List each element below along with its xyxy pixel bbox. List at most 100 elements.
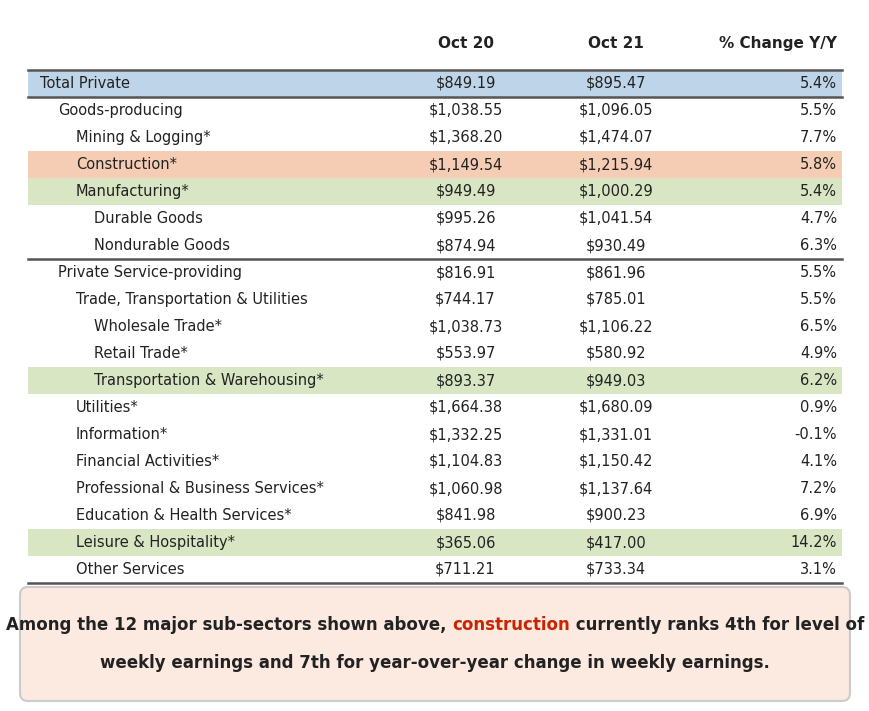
Text: $895.47: $895.47 (585, 76, 646, 91)
Text: $1,368.20: $1,368.20 (428, 130, 502, 145)
Bar (28, 556, 841, 583)
Bar (28, 448, 841, 475)
Text: Nondurable Goods: Nondurable Goods (94, 238, 229, 253)
Text: Wholesale Trade*: Wholesale Trade* (94, 319, 222, 334)
Bar (28, 367, 841, 394)
Text: 5.5%: 5.5% (799, 292, 836, 307)
Text: $417.00: $417.00 (585, 535, 646, 550)
Text: currently ranks 4th for level of: currently ranks 4th for level of (569, 616, 863, 634)
Text: $365.06: $365.06 (434, 535, 495, 550)
Bar (28, 259, 841, 286)
Bar (28, 475, 841, 502)
Text: 6.5%: 6.5% (799, 319, 836, 334)
Text: Transportation & Warehousing*: Transportation & Warehousing* (94, 373, 323, 388)
Text: 7.7%: 7.7% (799, 130, 836, 145)
Text: $1,137.64: $1,137.64 (579, 481, 653, 496)
Text: $1,041.54: $1,041.54 (578, 211, 653, 226)
Text: $1,150.42: $1,150.42 (578, 454, 653, 469)
Text: Retail Trade*: Retail Trade* (94, 346, 188, 361)
Text: 6.2%: 6.2% (799, 373, 836, 388)
Text: Oct 21: Oct 21 (587, 36, 643, 51)
Text: $1,060.98: $1,060.98 (428, 481, 502, 496)
Bar (28, 421, 841, 448)
Text: $849.19: $849.19 (434, 76, 495, 91)
Text: Education & Health Services*: Education & Health Services* (76, 508, 291, 523)
Text: Goods-producing: Goods-producing (58, 103, 182, 118)
Bar (28, 502, 841, 529)
Text: $949.49: $949.49 (434, 184, 495, 199)
Text: $1,096.05: $1,096.05 (578, 103, 653, 118)
Text: 4.9%: 4.9% (799, 346, 836, 361)
Text: Other Services: Other Services (76, 562, 184, 577)
Text: $874.94: $874.94 (434, 238, 495, 253)
Bar (28, 151, 841, 178)
Text: $1,104.83: $1,104.83 (428, 454, 502, 469)
Text: 6.9%: 6.9% (799, 508, 836, 523)
Bar (28, 205, 841, 232)
Text: $949.03: $949.03 (585, 373, 646, 388)
Text: $1,215.94: $1,215.94 (578, 157, 653, 172)
Text: $1,680.09: $1,680.09 (578, 400, 653, 415)
Text: 4.1%: 4.1% (799, 454, 836, 469)
Text: Utilities*: Utilities* (76, 400, 138, 415)
Text: $744.17: $744.17 (434, 292, 495, 307)
Text: $995.26: $995.26 (434, 211, 495, 226)
Text: $1,332.25: $1,332.25 (428, 427, 502, 442)
Text: Durable Goods: Durable Goods (94, 211, 202, 226)
Text: 14.2%: 14.2% (790, 535, 836, 550)
Text: 5.4%: 5.4% (799, 184, 836, 199)
Text: Mining & Logging*: Mining & Logging* (76, 130, 210, 145)
Text: $1,106.22: $1,106.22 (578, 319, 653, 334)
Text: 3.1%: 3.1% (799, 562, 836, 577)
Text: $1,000.29: $1,000.29 (578, 184, 653, 199)
Text: $785.01: $785.01 (585, 292, 646, 307)
Text: $841.98: $841.98 (434, 508, 495, 523)
Bar (28, 340, 841, 367)
Text: 5.4%: 5.4% (799, 76, 836, 91)
Text: 6.3%: 6.3% (799, 238, 836, 253)
Text: Leisure & Hospitality*: Leisure & Hospitality* (76, 535, 235, 550)
Text: $733.34: $733.34 (586, 562, 646, 577)
Text: Construction*: Construction* (76, 157, 176, 172)
Bar (28, 286, 841, 313)
Text: Trade, Transportation & Utilities: Trade, Transportation & Utilities (76, 292, 308, 307)
Text: Oct 20: Oct 20 (437, 36, 493, 51)
Bar (28, 394, 841, 421)
Text: $893.37: $893.37 (434, 373, 495, 388)
Bar (28, 313, 841, 340)
Text: Manufacturing*: Manufacturing* (76, 184, 189, 199)
Bar (28, 70, 841, 97)
Text: $553.97: $553.97 (434, 346, 495, 361)
Text: -0.1%: -0.1% (793, 427, 836, 442)
Text: $580.92: $580.92 (585, 346, 646, 361)
Text: $930.49: $930.49 (585, 238, 646, 253)
Text: Professional & Business Services*: Professional & Business Services* (76, 481, 323, 496)
Text: 0.9%: 0.9% (799, 400, 836, 415)
Bar (28, 124, 841, 151)
Text: % Change Y/Y: % Change Y/Y (718, 36, 836, 51)
Text: $1,474.07: $1,474.07 (578, 130, 653, 145)
Bar (28, 178, 841, 205)
Text: 5.5%: 5.5% (799, 103, 836, 118)
Text: $1,038.55: $1,038.55 (428, 103, 502, 118)
Text: $861.96: $861.96 (585, 265, 646, 280)
Text: weekly earnings and 7th for year-over-year change in weekly earnings.: weekly earnings and 7th for year-over-ye… (100, 654, 769, 672)
Text: Private Service-providing: Private Service-providing (58, 265, 242, 280)
Text: Financial Activities*: Financial Activities* (76, 454, 219, 469)
Text: Total Private: Total Private (40, 76, 129, 91)
Text: 5.8%: 5.8% (799, 157, 836, 172)
Text: 7.2%: 7.2% (799, 481, 836, 496)
Text: 4.7%: 4.7% (799, 211, 836, 226)
Text: Among the 12 major sub-sectors shown above,: Among the 12 major sub-sectors shown abo… (6, 616, 452, 634)
Text: $1,664.38: $1,664.38 (428, 400, 502, 415)
Text: $1,038.73: $1,038.73 (428, 319, 502, 334)
Text: construction: construction (452, 616, 569, 634)
Text: $711.21: $711.21 (434, 562, 495, 577)
FancyBboxPatch shape (20, 587, 849, 701)
Text: $900.23: $900.23 (585, 508, 646, 523)
Text: $1,331.01: $1,331.01 (579, 427, 653, 442)
Text: 5.5%: 5.5% (799, 265, 836, 280)
Text: Information*: Information* (76, 427, 168, 442)
Bar (28, 232, 841, 259)
Text: $816.91: $816.91 (434, 265, 495, 280)
